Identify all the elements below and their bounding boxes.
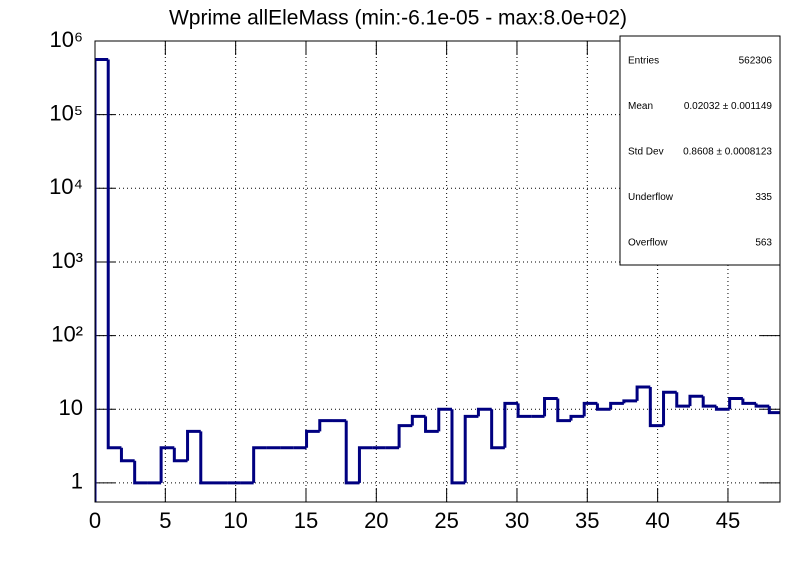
x-tick-label: 10: [223, 508, 247, 533]
bar: [95, 58, 109, 502]
bar: [622, 399, 638, 404]
bar: [662, 390, 677, 426]
bar: [754, 403, 770, 408]
bar: [119, 447, 135, 463]
bar: [305, 429, 320, 448]
bar: [503, 401, 519, 448]
x-tick-label: 0: [89, 508, 101, 533]
bar: [476, 407, 492, 417]
bar: [410, 414, 426, 426]
chart-title: Wprime allEleMass (min:-6.1e-05 - max:8.…: [169, 7, 627, 30]
bar: [741, 398, 757, 405]
bar: [543, 396, 558, 417]
y-tick-label: 10³: [51, 248, 83, 273]
bar: [397, 424, 413, 448]
bar: [172, 447, 188, 463]
stats-label: Entries: [628, 56, 659, 67]
bar: [635, 385, 651, 401]
x-tick-label: 20: [364, 508, 388, 533]
plot-frame: [94, 40, 781, 503]
bar: [357, 446, 373, 483]
bar: [424, 416, 439, 433]
y-tick-label: 10⁶: [49, 27, 83, 52]
bar: [648, 387, 664, 428]
y-tick-label: 10: [59, 395, 83, 420]
stats-label: Overflow: [628, 238, 668, 249]
x-tick-label: 35: [575, 508, 599, 533]
bar: [106, 59, 122, 450]
stats-label: Std Dev: [628, 147, 664, 158]
stats-box: [619, 35, 781, 266]
bar: [344, 420, 360, 485]
bar: [609, 401, 624, 410]
bar: [595, 403, 611, 411]
bar: [516, 403, 532, 418]
bar: [252, 446, 267, 483]
bar: [159, 446, 175, 483]
y-tick-label: 1: [71, 469, 83, 494]
x-tick-label: 45: [716, 508, 740, 533]
bar: [701, 396, 717, 408]
stats-label: Underflow: [628, 192, 674, 203]
bar: [463, 414, 479, 483]
stats-value: 563: [755, 238, 772, 249]
x-tick-label: 40: [645, 508, 669, 533]
bar: [569, 414, 585, 421]
bar: [767, 406, 780, 415]
stats-value: 0.8608 ± 0.0008123: [683, 147, 772, 158]
stats-value: 335: [755, 192, 772, 203]
y-tick-label: 10⁵: [49, 100, 83, 125]
y-tick-label: 10⁴: [49, 174, 83, 199]
bar: [675, 392, 690, 408]
x-tick-label: 15: [294, 508, 318, 533]
bar: [186, 429, 201, 461]
x-tick-label: 25: [434, 508, 458, 533]
bar: [556, 398, 571, 423]
bar: [199, 431, 214, 485]
bar: [133, 460, 148, 485]
x-tick-label: 5: [159, 508, 171, 533]
bar: [490, 409, 505, 450]
histogram: [95, 58, 780, 502]
bar: [437, 407, 452, 432]
bar: [318, 419, 333, 432]
x-tick-label: 30: [505, 508, 529, 533]
bar: [450, 409, 466, 485]
bar: [582, 401, 598, 417]
stats-label: Mean: [628, 101, 653, 112]
bar: [714, 406, 730, 411]
y-tick-label: 10²: [51, 321, 83, 346]
stats-value: 562306: [739, 56, 773, 67]
stats-value: 0.02032 ± 0.001149: [684, 101, 773, 112]
bar: [728, 396, 743, 410]
bar: [688, 394, 704, 407]
